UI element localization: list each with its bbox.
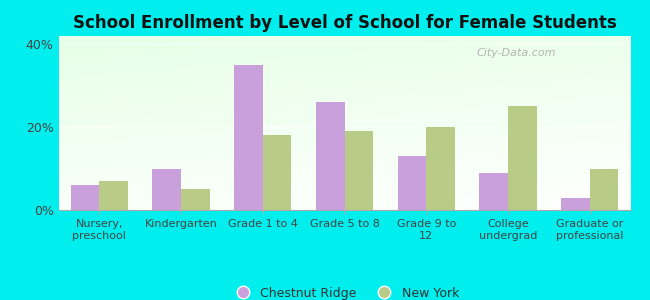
Bar xyxy=(234,65,263,210)
Bar xyxy=(181,189,210,210)
Bar xyxy=(153,169,181,210)
Bar xyxy=(263,135,291,210)
Legend: Chestnut Ridge, New York: Chestnut Ridge, New York xyxy=(225,282,464,300)
Bar xyxy=(426,127,455,210)
Bar xyxy=(99,181,128,210)
Bar xyxy=(508,106,536,210)
Bar xyxy=(590,169,618,210)
Bar xyxy=(479,173,508,210)
Bar xyxy=(344,131,373,210)
Title: School Enrollment by Level of School for Female Students: School Enrollment by Level of School for… xyxy=(73,14,616,32)
Text: City-Data.com: City-Data.com xyxy=(476,48,556,58)
Bar xyxy=(398,156,426,210)
Bar xyxy=(71,185,99,210)
Bar xyxy=(316,102,344,210)
Bar xyxy=(561,198,590,210)
